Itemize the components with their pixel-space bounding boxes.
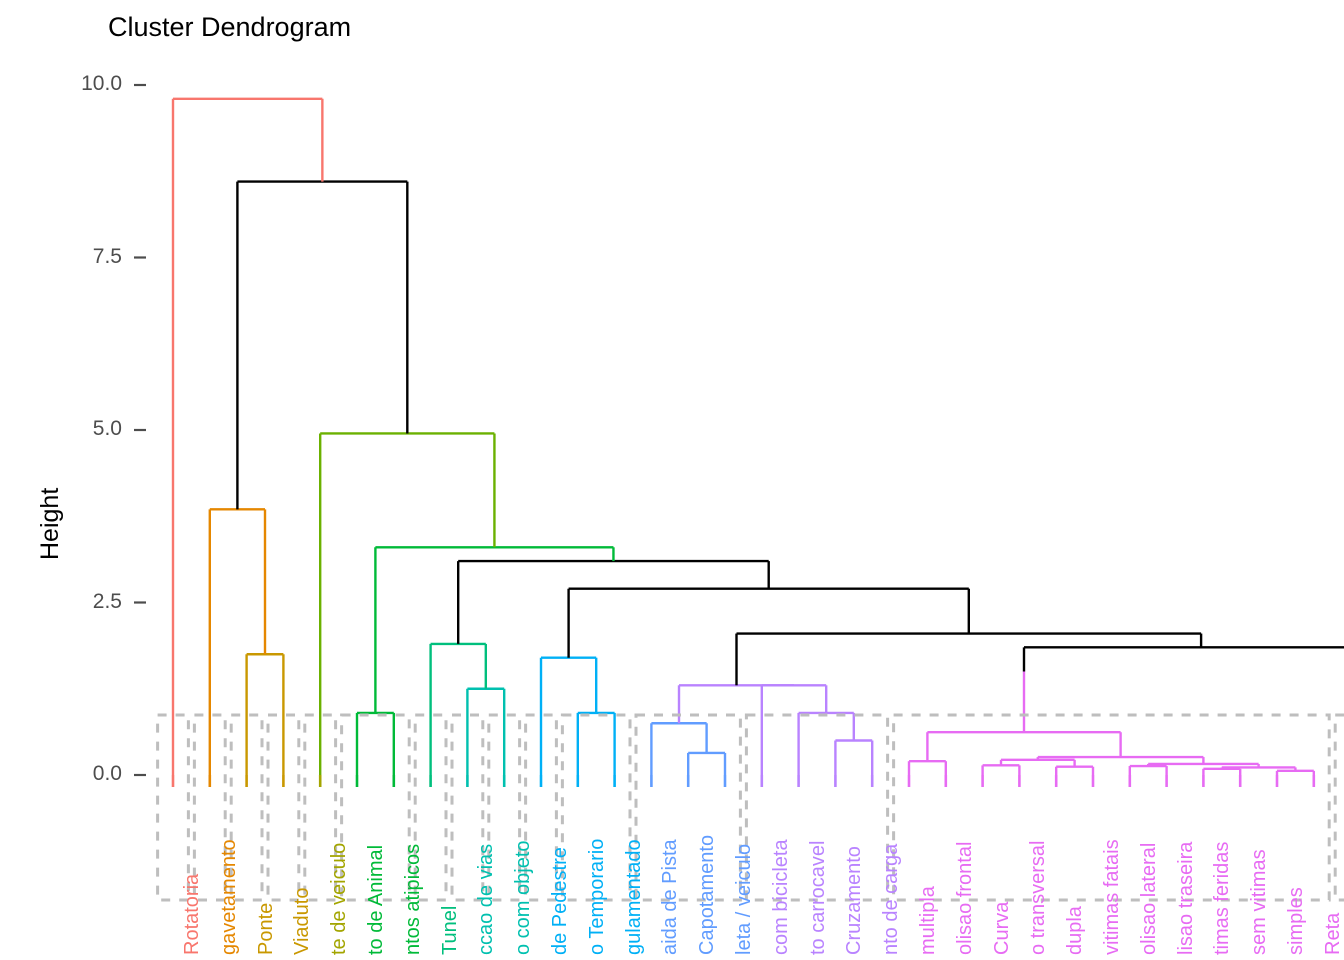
leaf-label[interactable]: to carrocavel — [806, 840, 829, 956]
leaf-label[interactable]: Viaduto — [291, 887, 314, 955]
leaf-label[interactable]: com bicicleta — [769, 839, 792, 955]
leaf-label[interactable]: Ponte — [254, 902, 277, 955]
y-axis-tick-label: 0.0 — [92, 762, 122, 785]
y-axis-title: Height — [36, 487, 64, 560]
leaf-label[interactable]: lisao traseira — [1174, 841, 1197, 955]
leaf-label[interactable]: sem vitimas — [1248, 849, 1271, 955]
y-axis-tick-label: 10.0 — [81, 72, 122, 95]
leaf-label[interactable]: multipla — [917, 886, 939, 955]
leaf-label[interactable]: dupla — [1064, 906, 1087, 955]
leaf-label[interactable]: nto de carga — [880, 843, 903, 955]
leaf-label[interactable]: leta / veiculo — [733, 843, 755, 955]
leaf-label[interactable]: Reta — [1321, 912, 1344, 955]
leaf-label[interactable]: Capotamento — [696, 834, 719, 955]
y-axis-tick-label: 2.5 — [92, 589, 122, 613]
leaf-label[interactable]: o transversal — [1027, 840, 1050, 956]
cluster-box — [634, 713, 742, 902]
leaf-label[interactable]: timas feridas — [1211, 841, 1234, 955]
cluster-box — [892, 713, 1331, 902]
leaf-label[interactable]: olisao lateral — [1137, 842, 1160, 955]
cluster-box — [744, 713, 890, 902]
page-title: Cluster Dendrogram — [108, 12, 352, 42]
y-axis-tick-label: 5.0 — [92, 417, 122, 440]
leaf-label[interactable]: o com objeto — [512, 840, 535, 955]
leaf-label[interactable]: olisao frontal — [953, 841, 976, 955]
leaf-label[interactable]: te de veiculo — [328, 842, 351, 955]
leaf-label[interactable]: Curva — [990, 901, 1013, 955]
leaf-label[interactable]: ccao de vias — [475, 843, 498, 955]
leaf-label[interactable]: Tunel — [438, 905, 461, 955]
leaf-label[interactable]: gavetamento — [217, 839, 240, 955]
leaf-label[interactable]: Cruzamento — [843, 846, 866, 955]
cluster-box — [1333, 713, 1344, 902]
leaf-label[interactable]: Rotatoria — [181, 873, 203, 955]
leaf-label[interactable]: gulamentado — [622, 839, 645, 955]
leaf-label[interactable]: ntos atipicos — [401, 843, 424, 955]
y-axis-tick-label: 7.5 — [92, 244, 122, 268]
leaf-label[interactable]: vitimas fatais — [1101, 839, 1123, 955]
leaf-label[interactable]: to de Animal — [365, 844, 387, 955]
leaf-label[interactable]: o Temporario — [585, 838, 608, 955]
leaf-label[interactable]: aida de Pista — [659, 839, 682, 955]
leaf-label[interactable]: de Pedestre — [549, 847, 571, 955]
leaf-label[interactable]: simples — [1285, 887, 1307, 955]
